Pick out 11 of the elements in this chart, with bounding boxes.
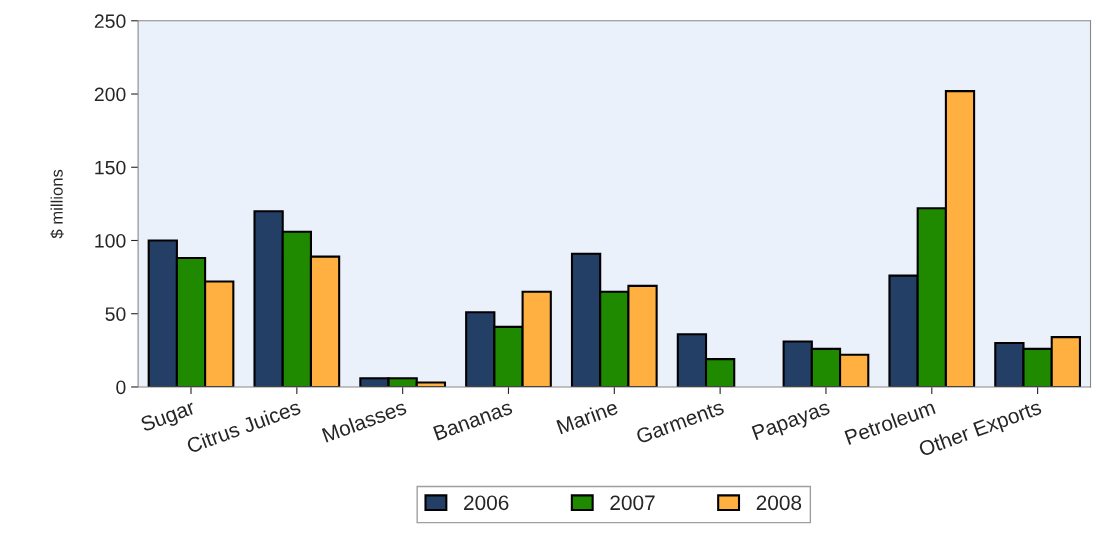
- y-axis-title: $ millions: [50, 169, 64, 239]
- legend-label: 2007: [610, 495, 655, 511]
- y-tick-label: 250: [94, 14, 126, 29]
- legend-label: 2008: [756, 495, 802, 511]
- y-tick-label: 0: [116, 380, 126, 395]
- y-tick-label: 100: [95, 233, 126, 248]
- y-tick-label: 200: [94, 87, 126, 102]
- y-tick-label: 150: [95, 160, 126, 175]
- legend-label: 2006: [464, 495, 509, 511]
- y-tick-label: 50: [105, 307, 126, 321]
- x-tick-label: Marine: [556, 399, 619, 435]
